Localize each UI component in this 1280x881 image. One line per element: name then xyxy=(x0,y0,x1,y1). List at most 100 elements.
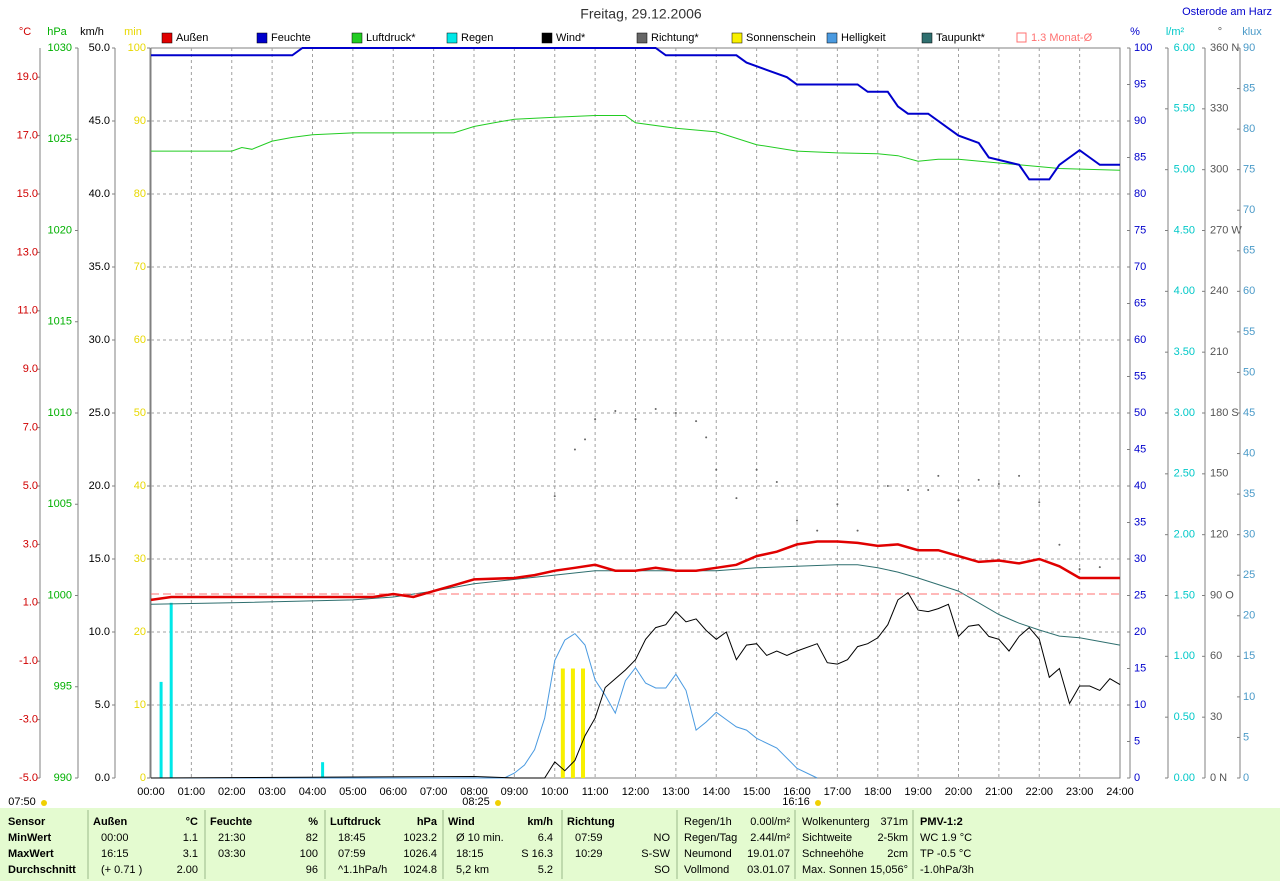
y-tick-label: 90 O xyxy=(1210,589,1234,601)
bar xyxy=(560,668,565,778)
stats-time: ^1.1hPa/h xyxy=(338,864,387,876)
stats-value: 6.4 xyxy=(538,832,553,844)
dot xyxy=(836,503,839,506)
stats-info-label: Neumond xyxy=(684,848,732,860)
y-tick-label: 0.0 xyxy=(95,772,110,784)
y-tick-label: 60 xyxy=(1243,285,1255,297)
y-tick-label: 25 xyxy=(1134,589,1146,601)
y-tick-label: 75 xyxy=(1134,224,1146,236)
y-tick-label: 1000 xyxy=(48,589,72,601)
y-tick-label: 4.00 xyxy=(1174,285,1195,297)
dot xyxy=(886,485,889,487)
y-tick-label: 0.50 xyxy=(1174,711,1195,723)
chart-title: Freitag, 29.12.2006 xyxy=(580,6,702,22)
y-tick-label: 1030 xyxy=(48,42,72,54)
y-tick-label: 30 xyxy=(1134,553,1146,565)
stats-value: 100 xyxy=(300,848,318,860)
y-tick-label: 360 N xyxy=(1210,42,1239,54)
x-tick-label: 16:00 xyxy=(783,786,811,798)
y-tick-label: 180 S xyxy=(1210,407,1239,419)
stats-time: 16:15 xyxy=(101,848,129,860)
y-tick-label: 995 xyxy=(54,681,72,693)
y-tick-label: 1015 xyxy=(48,316,72,328)
stats-pmv: PMV-1:2 xyxy=(920,816,963,828)
stats-time: 07:59 xyxy=(338,848,366,860)
y-tick-label: 5.0 xyxy=(95,699,110,711)
y-tick-label: 35 xyxy=(1134,516,1146,528)
legend-label: Wind* xyxy=(556,32,586,44)
stats-time: 07:59 xyxy=(575,832,603,844)
x-tick-label: 23:00 xyxy=(1066,786,1094,798)
dot xyxy=(755,468,758,471)
y-tick-label: 60 xyxy=(134,334,146,346)
y-tick-label: 5 xyxy=(1134,735,1140,747)
legend-swatch xyxy=(1016,32,1027,43)
y-tick-label: 1.0 xyxy=(23,597,38,609)
y-tick-label: 30.0 xyxy=(89,334,110,346)
x-tick-label: 24:00 xyxy=(1106,786,1134,798)
y-tick-label: 210 xyxy=(1210,346,1228,358)
y-tick-label: 1005 xyxy=(48,498,72,510)
legend-swatch xyxy=(826,32,838,44)
y-tick-label: 300 xyxy=(1210,164,1228,176)
y-tick-label: 80 xyxy=(1134,188,1146,200)
x-tick-label: 00:00 xyxy=(137,786,165,798)
x-tick-label: 19:00 xyxy=(904,786,932,798)
y-tick-label: 10.0 xyxy=(89,626,110,638)
y-tick-label: 0 xyxy=(1243,772,1249,784)
y-tick-label: 2.00 xyxy=(1174,529,1195,541)
y-tick-label: 1025 xyxy=(48,133,72,145)
y-tick-label: 100 xyxy=(128,42,146,54)
stats-value: NO xyxy=(654,832,671,844)
stats-pmv: WC 1.9 °C xyxy=(920,832,972,844)
y-tick-label: 25.0 xyxy=(89,407,110,419)
stats-value: 96 xyxy=(306,864,318,876)
series-line xyxy=(151,115,1121,171)
stats-info-label: Max. Sonnen xyxy=(802,864,867,876)
y-tick-label: 1010 xyxy=(48,407,72,419)
dot xyxy=(573,448,576,451)
dot xyxy=(927,489,930,492)
stats-value: 3.1 xyxy=(183,848,198,860)
stats-value: SO xyxy=(654,864,670,876)
sun-time: 07:50 xyxy=(8,796,36,808)
bar xyxy=(159,681,163,778)
y-tick-label: 30 xyxy=(1210,711,1222,723)
y-tick-label: 6.00 xyxy=(1174,42,1195,54)
stats-panel xyxy=(0,808,1280,881)
x-tick-label: 12:00 xyxy=(622,786,650,798)
x-tick-label: 18:00 xyxy=(864,786,892,798)
dot xyxy=(705,436,708,439)
dot xyxy=(1018,474,1021,477)
y-tick-label: 240 xyxy=(1210,285,1228,297)
y-tick-label: 0 N xyxy=(1210,772,1227,784)
y-tick-label: 20 xyxy=(1134,626,1146,638)
legend-label: 1.3 Monat-Ø xyxy=(1031,32,1093,44)
legend-swatch xyxy=(731,32,743,44)
y-tick-label: 10 xyxy=(134,699,146,711)
stats-header: Richtung xyxy=(567,816,615,828)
stats-info-label: Sichtweite xyxy=(802,832,852,844)
sun-icon xyxy=(495,800,501,806)
series-line xyxy=(150,591,1121,779)
y-tick-label: 17.0 xyxy=(17,130,38,142)
stats-value: S-SW xyxy=(641,848,670,860)
stats-info-label: Schneehöhe xyxy=(802,848,864,860)
legend-swatch xyxy=(921,32,933,44)
stats-time: 18:45 xyxy=(338,832,366,844)
y-tick-label: 90 xyxy=(1134,115,1146,127)
stats-time: 10:29 xyxy=(575,848,603,860)
dot xyxy=(1058,543,1061,546)
stats-time: (+ 0.71 ) xyxy=(101,864,142,876)
legend-swatch xyxy=(256,32,268,44)
x-tick-label: 20:00 xyxy=(945,786,973,798)
x-tick-label: 13:00 xyxy=(662,786,690,798)
series-line xyxy=(151,47,1120,181)
dot xyxy=(634,418,637,421)
y-tick-label: 13.0 xyxy=(17,246,38,258)
dot xyxy=(614,409,617,412)
dot xyxy=(594,418,597,421)
dot xyxy=(1038,501,1041,504)
dot xyxy=(674,412,677,414)
axis-unit: hPa xyxy=(47,26,67,38)
